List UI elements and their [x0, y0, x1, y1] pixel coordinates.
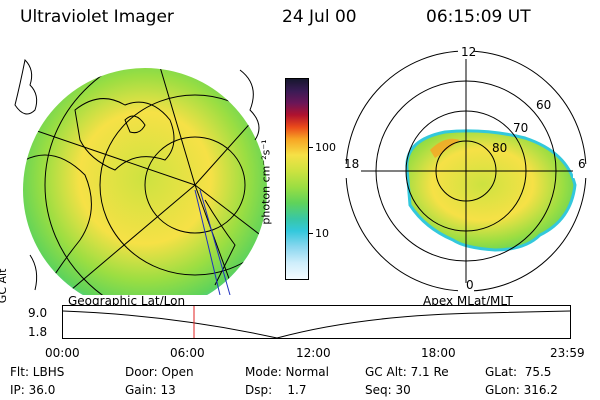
geographic-image: [14, 58, 267, 295]
auroral-oval: [405, 129, 577, 252]
coastline: [239, 69, 260, 141]
meridian-line: [194, 184, 236, 295]
coastline: [124, 115, 146, 134]
mode-info: Mode: Normal: [245, 365, 329, 379]
app-title: Ultraviolet Imager: [20, 7, 174, 27]
polar-label-70: 70: [513, 121, 529, 135]
colorbar: [285, 78, 309, 280]
aurora-bright-spot: [430, 138, 460, 158]
polar-label-80: 80: [492, 141, 508, 155]
timeline-y-min: 1.8: [28, 325, 48, 339]
colorbar-tick-10: 10: [315, 227, 329, 240]
coastline: [29, 254, 38, 291]
polar-label-12: 12: [461, 45, 477, 59]
latitude-line: [44, 68, 267, 295]
door-info: Door: Open: [125, 365, 194, 379]
coastline: [204, 199, 236, 286]
meridian-line: [64, 184, 196, 295]
dsp-info: Dsp: 1.7: [245, 383, 307, 397]
date-label: 24 Jul 00: [282, 7, 357, 27]
polar-label-0: 0: [466, 278, 474, 292]
polar-label-60: 60: [536, 98, 552, 112]
timeline-plot: [62, 305, 571, 339]
geographic-label: Geographic Lat/Lon: [68, 294, 186, 308]
altitude-curve: [62, 310, 571, 339]
timeline-tick-0600: 06:00: [170, 346, 205, 360]
polar-label-18: 18: [344, 157, 360, 171]
polar-label-6: 6: [578, 157, 586, 171]
gc-alt-info: GC Alt: 7.1 Re: [365, 365, 449, 379]
colorbar-unit-label: photon cm⁻²s⁻¹: [259, 139, 273, 225]
gain-info: Gain: 13: [125, 383, 176, 397]
latitude-line: [99, 94, 267, 276]
timeline-y-max: 9.0: [28, 306, 48, 320]
look-direction-line: [194, 189, 221, 295]
latitude-line: [144, 136, 246, 234]
timeline-frame: [62, 305, 571, 339]
colorbar-tick-100: 100: [315, 141, 336, 154]
filter-info: Flt: LBHS: [10, 365, 65, 379]
timeline-tick-0000: 00:00: [45, 346, 80, 360]
timeline-tick-1800: 18:00: [421, 346, 456, 360]
timeline-tick-1200: 12:00: [296, 346, 331, 360]
glat-info: GLat: 75.5: [485, 365, 552, 379]
meridian-line: [154, 68, 196, 186]
timeline-tick-2359: 23:59: [550, 346, 585, 360]
glon-info: GLon: 316.2: [485, 383, 558, 397]
polar-plot: [343, 45, 587, 297]
coastline: [74, 98, 175, 171]
seq-info: Seq: 30: [365, 383, 411, 397]
ip-info: IP: 36.0: [10, 383, 56, 397]
look-direction-line: [199, 189, 231, 295]
colorbar-tick: [308, 233, 313, 234]
time-label: 06:15:09 UT: [426, 7, 531, 27]
apex-label: Apex MLat/MLT: [423, 294, 513, 308]
coastline: [24, 154, 92, 291]
timeline-y-label: GC Alt: [0, 268, 10, 304]
colorbar-tick: [308, 147, 313, 148]
coastline: [14, 58, 38, 115]
